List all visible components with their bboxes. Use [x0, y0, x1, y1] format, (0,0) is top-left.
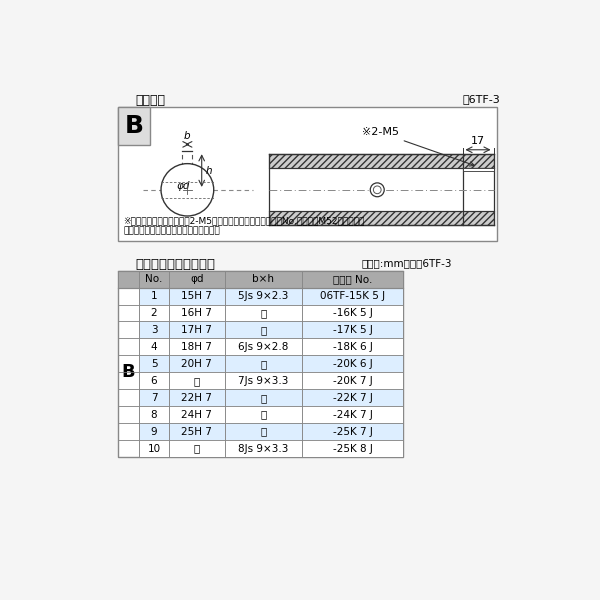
- Text: 6: 6: [151, 376, 157, 386]
- Text: （単位:mm）　表6TF-3: （単位:mm） 表6TF-3: [362, 259, 452, 268]
- Text: B: B: [124, 114, 143, 138]
- Text: -25K 8 J: -25K 8 J: [332, 443, 373, 454]
- Text: -18K 6 J: -18K 6 J: [332, 342, 373, 352]
- Circle shape: [373, 186, 381, 194]
- Text: 〃: 〃: [260, 359, 266, 369]
- Text: 1: 1: [151, 291, 157, 301]
- Text: 24H 7: 24H 7: [181, 410, 212, 419]
- Text: 20H 7: 20H 7: [181, 359, 212, 369]
- Text: 〃: 〃: [260, 393, 266, 403]
- Bar: [463, 168, 493, 172]
- Bar: [118, 107, 150, 145]
- Bar: [139, 305, 403, 322]
- Text: 〃: 〃: [260, 410, 266, 419]
- Bar: [139, 338, 403, 355]
- Bar: [118, 271, 403, 287]
- Text: 10: 10: [148, 443, 161, 454]
- Text: 軸穴形状コード一覧表: 軸穴形状コード一覧表: [136, 259, 215, 271]
- Text: B: B: [122, 363, 135, 382]
- Text: 06TF-15K 5 J: 06TF-15K 5 J: [320, 291, 385, 301]
- Bar: [139, 406, 403, 423]
- Text: b: b: [184, 131, 191, 140]
- Bar: [139, 372, 403, 389]
- Circle shape: [370, 183, 384, 197]
- Text: 8Js 9×3.3: 8Js 9×3.3: [238, 443, 289, 454]
- Text: 17H 7: 17H 7: [181, 325, 212, 335]
- Text: 6Js 9×2.8: 6Js 9×2.8: [238, 342, 289, 352]
- Text: -20K 7 J: -20K 7 J: [332, 376, 373, 386]
- Text: -20K 6 J: -20K 6 J: [332, 359, 373, 369]
- Text: 図6TF-3: 図6TF-3: [463, 94, 500, 104]
- Text: 軸穴形状: 軸穴形状: [136, 94, 166, 107]
- Circle shape: [161, 164, 214, 216]
- Text: 9: 9: [151, 427, 157, 437]
- Text: φd: φd: [177, 181, 190, 191]
- Text: 〃: 〃: [194, 443, 200, 454]
- Bar: [139, 389, 403, 406]
- Text: 2: 2: [151, 308, 157, 318]
- Text: 5: 5: [151, 359, 157, 369]
- Bar: [269, 154, 493, 168]
- Text: 3: 3: [151, 325, 157, 335]
- Text: 18H 7: 18H 7: [181, 342, 212, 352]
- Text: -16K 5 J: -16K 5 J: [332, 308, 373, 318]
- Text: h: h: [206, 166, 212, 176]
- Text: 〃: 〃: [260, 308, 266, 318]
- Text: ※セットボルト用タップ（2-M5）が必要な場合は右記コードNo.の末尾にM52を付ける。: ※セットボルト用タップ（2-M5）が必要な場合は右記コードNo.の末尾にM52を…: [123, 217, 364, 226]
- Text: No.: No.: [145, 274, 163, 284]
- Text: （セットボルトは付属されています。）: （セットボルトは付属されています。）: [123, 227, 220, 236]
- Text: 15H 7: 15H 7: [181, 291, 212, 301]
- Text: 16H 7: 16H 7: [181, 308, 212, 318]
- Text: コード No.: コード No.: [333, 274, 372, 284]
- Text: 〃: 〃: [260, 325, 266, 335]
- Text: -22K 7 J: -22K 7 J: [332, 393, 373, 403]
- Bar: [139, 440, 403, 457]
- Text: 17: 17: [471, 136, 485, 146]
- Text: -25K 7 J: -25K 7 J: [332, 427, 373, 437]
- Text: 7Js 9×3.3: 7Js 9×3.3: [238, 376, 289, 386]
- Bar: [139, 287, 403, 305]
- Bar: [139, 322, 403, 338]
- Text: 5Js 9×2.3: 5Js 9×2.3: [238, 291, 289, 301]
- Bar: [118, 107, 497, 241]
- Text: -24K 7 J: -24K 7 J: [332, 410, 373, 419]
- Text: 4: 4: [151, 342, 157, 352]
- Bar: [118, 271, 403, 457]
- Bar: [269, 211, 493, 225]
- Text: 8: 8: [151, 410, 157, 419]
- Text: ※2-M5: ※2-M5: [362, 127, 474, 166]
- Text: φd: φd: [190, 274, 203, 284]
- Text: 25H 7: 25H 7: [181, 427, 212, 437]
- Bar: [269, 168, 493, 211]
- Text: b×h: b×h: [253, 274, 274, 284]
- Text: 〃: 〃: [260, 427, 266, 437]
- Text: -17K 5 J: -17K 5 J: [332, 325, 373, 335]
- Bar: [139, 423, 403, 440]
- Text: 〃: 〃: [194, 376, 200, 386]
- Text: 7: 7: [151, 393, 157, 403]
- Bar: [139, 355, 403, 372]
- Text: 22H 7: 22H 7: [181, 393, 212, 403]
